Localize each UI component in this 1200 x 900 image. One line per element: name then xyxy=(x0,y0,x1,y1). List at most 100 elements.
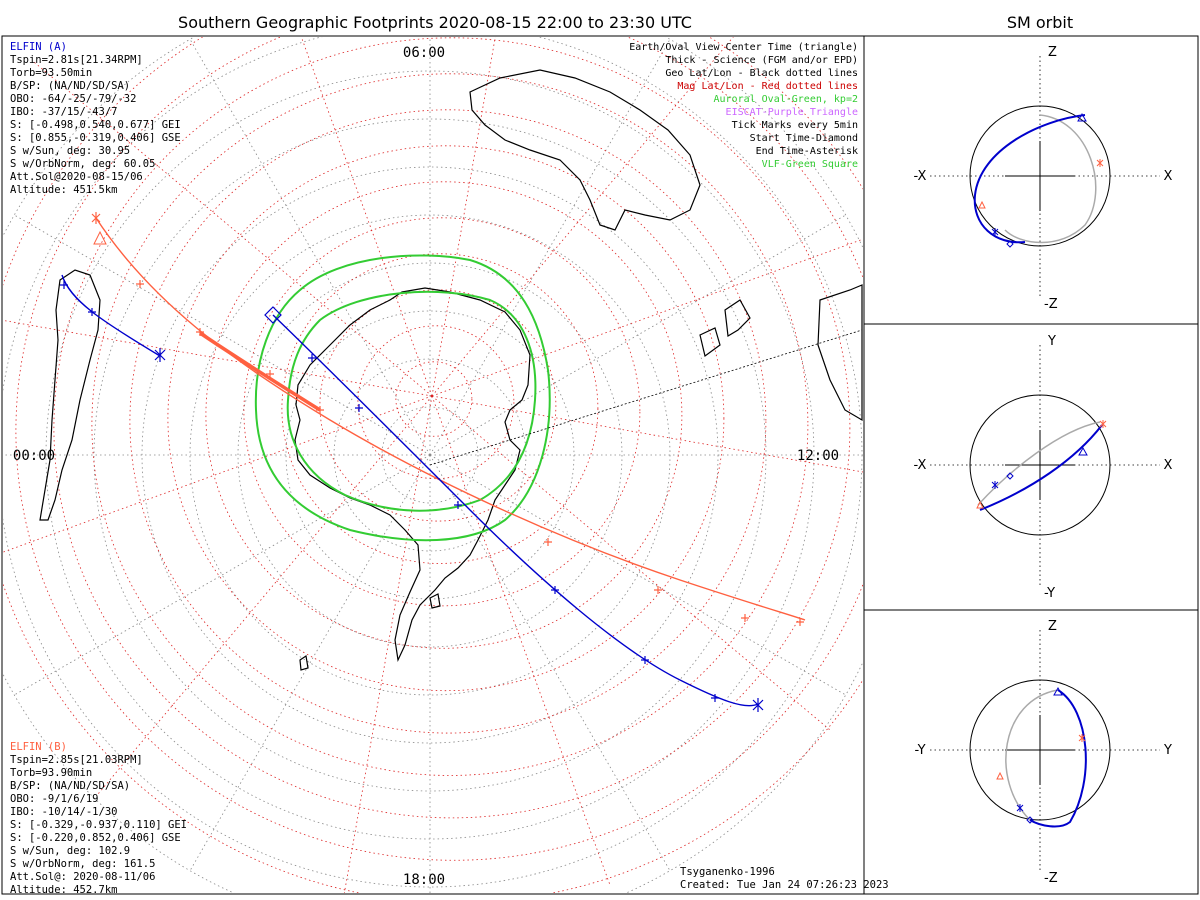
sun-direction-line xyxy=(429,329,863,466)
elfin-a-tick xyxy=(454,501,462,509)
elfin-b-tick xyxy=(266,370,274,378)
geo-lon-line xyxy=(429,454,846,696)
elfin-b-tick xyxy=(136,280,144,288)
axis-label-left: -X xyxy=(914,169,927,184)
elfin-a-track-1 xyxy=(61,274,161,357)
elfin-b-orbit xyxy=(977,421,1101,506)
legend-entry: Mag Lat/Lon - Red dotted lines xyxy=(677,81,858,92)
axis-label-right: Y xyxy=(1163,743,1172,758)
orbit-start-asterisk xyxy=(991,228,999,236)
elfin-b-line: IBO: -10/14/-1/30 xyxy=(10,806,117,818)
axis-label-right: X xyxy=(1164,169,1173,184)
orbit-panel-3-frame xyxy=(863,609,1199,895)
elfin-a-line: IBO: -37/15/-43/7 xyxy=(10,106,117,118)
elfin-a-tick xyxy=(551,586,559,594)
orbit-triangle xyxy=(1078,446,1088,456)
axis-label-left: -Y xyxy=(914,743,925,758)
axis-label-bottom: -Z xyxy=(1044,871,1058,886)
elfin-a-line: S: [-0.498,0.540,0.677] GEI xyxy=(10,119,181,131)
legend: Earth/Oval View Center Time (triangle) T… xyxy=(629,42,858,170)
axis-label-bottom: -Y xyxy=(1044,586,1055,601)
elfin-a-end-asterisk xyxy=(154,348,166,362)
antarctica-coast xyxy=(294,287,531,663)
elfin-a-orbit xyxy=(1029,689,1087,828)
orbit-diamond xyxy=(1006,240,1014,248)
mag-lon-line xyxy=(431,395,831,731)
orbit-title: SM orbit xyxy=(1007,13,1073,32)
orbit-asterisk xyxy=(1078,734,1086,742)
elfin-a-orbit xyxy=(979,424,1103,511)
auroral-oval-outer xyxy=(254,254,551,542)
polar-map: 06:00 00:00 12:00 18:00 xyxy=(3,37,863,893)
legend-entry: Earth/Oval View Center Time (triangle) xyxy=(629,42,858,53)
elfin-a-tick xyxy=(711,694,719,702)
mag-lat-circle xyxy=(243,217,641,607)
south-america-coast xyxy=(39,269,101,521)
mag-lat-circle xyxy=(167,145,725,692)
orbit-panel-xy: Y -Y -X X xyxy=(914,334,1173,601)
elfin-a-start-diamond xyxy=(264,306,282,324)
elfin-a-track-2 xyxy=(272,314,759,707)
elfin-a-line: ELFIN (A) xyxy=(10,41,67,53)
elfin-b-line: S: [-0.220,0.852,0.406] GSE xyxy=(10,832,181,844)
elfin-b-info: ELFIN (B) Tspin=2.85s[21.03RPM] Torb=93.… xyxy=(10,741,187,896)
island xyxy=(429,593,441,609)
axis-label-right: X xyxy=(1164,458,1173,473)
legend-entry: Geo Lat/Lon - Black dotted lines xyxy=(665,68,858,79)
elfin-b-science-segment xyxy=(199,331,321,412)
geo-lat-circle xyxy=(237,262,623,648)
legend-entry: Start Time-Diamond xyxy=(750,133,858,144)
legend-entry: Thick - Science (FGM and/or EPD) xyxy=(665,55,858,66)
model-label: Tsyganenko-1996 xyxy=(680,866,775,878)
elfin-b-view-triangle xyxy=(93,230,107,245)
elfin-b-line: S w/OrbNorm, deg: 161.5 xyxy=(10,858,155,870)
mag-lon-line xyxy=(300,37,433,397)
legend-entry: Tick Marks every 5min xyxy=(732,120,858,131)
elfin-b-line: Att.Sol@: 2020-08-11/06 xyxy=(10,871,155,883)
legend-entry: EISCAT-Purple Triangle xyxy=(726,107,858,118)
mag-grid xyxy=(3,37,863,893)
elfin-b-orbit xyxy=(1004,114,1097,244)
time-label-right: 12:00 xyxy=(797,448,839,464)
axis-label-left: -X xyxy=(914,458,927,473)
elfin-a-tick xyxy=(641,656,649,664)
axis-label-top: Z xyxy=(1048,45,1057,60)
elfin-b-tick xyxy=(741,614,749,622)
mag-lon-line xyxy=(431,37,734,397)
geo-lon-line xyxy=(14,454,431,696)
auroral-oval-inner xyxy=(286,290,537,512)
geo-grid xyxy=(3,37,863,893)
geo-lat-circle xyxy=(93,118,767,792)
elfin-b-line: Altitude: 452.7km xyxy=(10,884,117,896)
elfin-a-tick xyxy=(308,354,316,362)
elfin-a-tick xyxy=(88,308,96,316)
auroral-ovals xyxy=(254,254,551,542)
mag-lat-circle xyxy=(205,181,683,649)
elfin-a-line: OBO: -64/-25/-79/-32 xyxy=(10,93,136,105)
mag-lat-circle xyxy=(281,253,599,564)
elfin-b-tick xyxy=(544,538,552,546)
mag-lon-line xyxy=(431,395,863,473)
mag-lon-line xyxy=(431,37,496,397)
new-zealand-south xyxy=(699,327,721,358)
geo-lon-line xyxy=(189,454,431,871)
orbit-panel-xz: Z -Z -X X xyxy=(914,45,1173,312)
mag-lon-line xyxy=(343,395,433,893)
geo-lon-line xyxy=(429,454,671,871)
elfin-a-line: Torb=93.50min xyxy=(10,67,92,79)
orbit-b-triangle xyxy=(978,200,986,209)
mag-lat-circle xyxy=(357,325,515,480)
legend-entry: End Time-Asterisk xyxy=(756,146,858,157)
orbit-asterisk xyxy=(1099,420,1107,428)
mag-lat-circle xyxy=(53,37,851,819)
created-label: Created: Tue Jan 24 07:26:23 2023 xyxy=(680,879,889,891)
elfin-b-track xyxy=(95,217,806,621)
axis-label-top: Y xyxy=(1047,334,1056,349)
elfin-b-orbit xyxy=(1005,689,1059,821)
elfin-a-tick xyxy=(60,281,68,289)
elfin-b-tick xyxy=(316,406,324,414)
time-label-top: 06:00 xyxy=(403,45,445,61)
orbit-diamond xyxy=(1026,816,1034,824)
orbit-triangle xyxy=(1077,112,1087,122)
